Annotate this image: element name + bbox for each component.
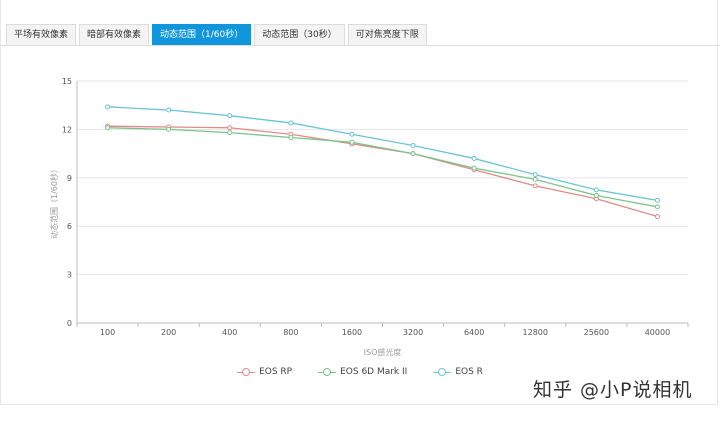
legend-swatch-eos-6d-mark-ii: [318, 367, 337, 377]
tab-dynamic-range-30s[interactable]: 动态范围（30秒）: [254, 24, 345, 45]
series-line-eos-r: [107, 106, 658, 202]
legend-swatch-eos-r: [433, 367, 452, 377]
data-point-eos-r: [166, 107, 172, 113]
data-point-eos-r: [654, 197, 660, 203]
x-tick-label: 6400: [464, 328, 484, 337]
legend: EOS RP EOS 6D Mark II EOS R: [0, 367, 720, 377]
data-point-eos-r: [288, 120, 294, 126]
data-point-eos-6d-mark-ii: [593, 193, 599, 199]
x-tick-label: 3200: [403, 328, 423, 337]
x-tick-label: 1600: [342, 328, 362, 337]
y-tick-label: 6: [67, 222, 72, 231]
watermark: 知乎 @小P说相机: [533, 379, 693, 401]
legend-label-eos-6d-mark-ii: EOS 6D Mark II: [340, 367, 408, 377]
tab-flat-effective-pixels[interactable]: 平场有效像素: [6, 24, 77, 45]
tab-divider: [0, 45, 720, 46]
y-tick-label: 12: [62, 125, 72, 134]
y-tick-label: 0: [67, 319, 72, 328]
data-point-eos-6d-mark-ii: [349, 139, 355, 145]
data-point-eos-rp: [654, 214, 660, 220]
series-line-eos-rp: [107, 125, 658, 218]
chart-panel: [0, 0, 718, 405]
data-point-eos-6d-mark-ii: [227, 130, 233, 136]
data-point-eos-r: [532, 172, 538, 178]
y-axis-title: 动态范围（1/60秒）: [49, 165, 59, 239]
y-tick-label: 15: [62, 77, 72, 86]
data-point-eos-r: [227, 113, 233, 119]
x-tick-label: 40000: [645, 328, 670, 337]
data-point-eos-6d-mark-ii: [654, 204, 660, 210]
data-point-eos-rp: [532, 183, 538, 189]
series-line-eos-6d-mark-ii: [107, 127, 658, 208]
data-point-eos-6d-mark-ii: [166, 126, 172, 132]
x-tick-label: 800: [283, 328, 298, 337]
data-point-eos-r: [410, 143, 416, 149]
tab-dark-effective-pixels[interactable]: 暗部有效像素: [79, 24, 150, 45]
x-tick-label: 25600: [584, 328, 609, 337]
data-point-eos-r: [349, 131, 355, 137]
x-tick-label: 12800: [523, 328, 548, 337]
tab-focus-brightness-limit[interactable]: 可对焦亮度下限: [347, 24, 427, 45]
y-tick-label: 3: [67, 271, 72, 280]
legend-item-eos-6d-mark-ii[interactable]: EOS 6D Mark II: [318, 367, 407, 377]
data-point-eos-r: [105, 104, 111, 110]
data-point-eos-6d-mark-ii: [532, 176, 538, 182]
data-point-eos-6d-mark-ii: [105, 125, 111, 131]
x-tick-label: 400: [222, 328, 237, 337]
data-point-eos-6d-mark-ii: [471, 165, 477, 171]
x-axis-title: ISO感光度: [364, 347, 402, 357]
legend-item-eos-r[interactable]: EOS R: [433, 367, 483, 377]
legend-item-eos-rp[interactable]: EOS RP: [237, 367, 292, 377]
tab-dynamic-range-1-60[interactable]: 动态范围（1/60秒）: [152, 24, 252, 45]
y-tick-label: 9: [67, 174, 72, 183]
data-point-eos-r: [593, 187, 599, 193]
legend-label-eos-rp: EOS RP: [259, 367, 293, 377]
x-tick-label: 200: [161, 328, 176, 337]
data-point-eos-6d-mark-ii: [288, 134, 294, 140]
tab-bar: 平场有效像素 暗部有效像素 动态范围（1/60秒） 动态范围（30秒） 可对焦亮…: [6, 24, 430, 46]
x-tick-label: 100: [100, 328, 115, 337]
data-point-eos-r: [471, 155, 477, 161]
legend-swatch-eos-rp: [237, 367, 256, 377]
data-point-eos-6d-mark-ii: [410, 151, 416, 157]
legend-label-eos-r: EOS R: [455, 367, 483, 377]
data-point-eos-rp: [227, 125, 233, 131]
